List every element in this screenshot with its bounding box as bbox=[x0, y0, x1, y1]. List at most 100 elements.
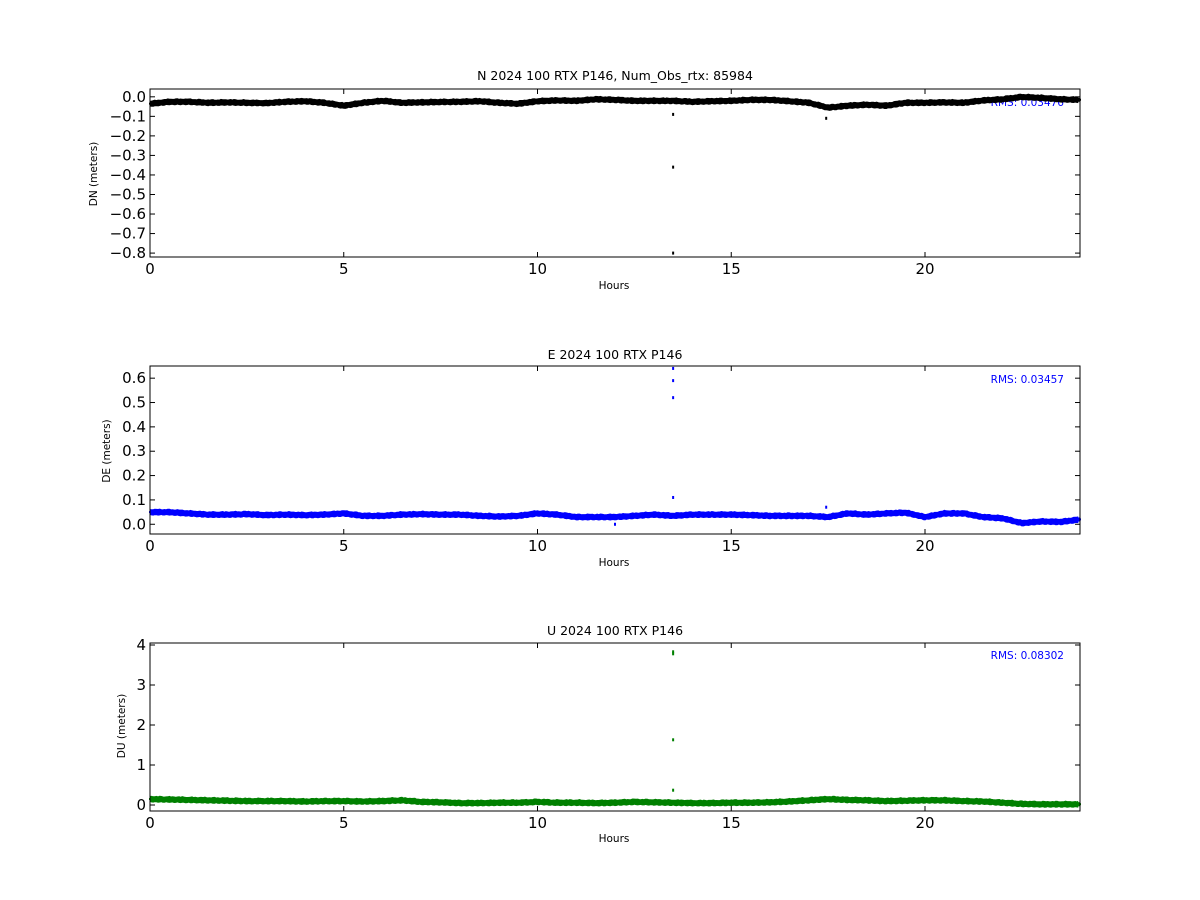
north-data-point bbox=[982, 99, 985, 102]
east-data-point bbox=[672, 514, 675, 517]
east-data-point bbox=[885, 512, 888, 515]
north-data-point bbox=[381, 99, 384, 102]
up-data-point bbox=[827, 798, 830, 800]
up-data-point bbox=[594, 802, 597, 804]
east-data-point bbox=[652, 513, 655, 516]
north-data-point bbox=[439, 100, 442, 103]
east-data-point bbox=[245, 513, 248, 516]
up-data-point bbox=[478, 802, 481, 804]
east-data-point bbox=[924, 515, 926, 518]
up-axes-frame bbox=[149, 642, 1081, 812]
north-data-point bbox=[691, 100, 694, 103]
east-outlier-point bbox=[672, 396, 675, 400]
up-rms-label: RMS: 0.08302 bbox=[991, 650, 1064, 662]
east-ytick-label: 0.6 bbox=[122, 369, 146, 387]
east-outlier-point bbox=[672, 495, 675, 499]
north-data-point bbox=[400, 101, 403, 104]
east-data-point bbox=[284, 513, 287, 516]
east-series-lower-trace bbox=[149, 512, 1079, 527]
north-outlier-point bbox=[672, 112, 675, 116]
east-data-point bbox=[478, 514, 481, 517]
east-data-point bbox=[381, 514, 384, 517]
east-xtick-label: 0 bbox=[145, 537, 155, 555]
east-data-point bbox=[187, 512, 190, 515]
north-data-point bbox=[1020, 95, 1023, 98]
north-data-point bbox=[536, 100, 539, 103]
east-data-point bbox=[575, 515, 578, 518]
up-data-point bbox=[575, 801, 578, 804]
up-data-point bbox=[362, 800, 365, 803]
up-xtick-label: 10 bbox=[528, 814, 547, 832]
north-data-point bbox=[769, 98, 771, 101]
up-outlier-point bbox=[672, 652, 675, 656]
up-ytick-label: 3 bbox=[136, 676, 146, 694]
north-data-point bbox=[865, 103, 868, 106]
north-data-point bbox=[575, 99, 578, 102]
up-ytick-label: 1 bbox=[136, 756, 146, 774]
east-plot-area: 0 5 10 15 20 0.0 0.1 0.2 0.3 0.4 0.5 0.6 bbox=[122, 365, 1081, 555]
east-xtick-label: 5 bbox=[339, 537, 349, 555]
east-ytick-label: 0.1 bbox=[122, 491, 146, 509]
north-outlier-point bbox=[825, 116, 828, 120]
north-data-point bbox=[304, 100, 306, 103]
east-ytick-label: 0.5 bbox=[122, 394, 146, 412]
north-data-point bbox=[924, 101, 926, 104]
north-ytick-label: −0.6 bbox=[110, 205, 146, 223]
up-data-point bbox=[865, 799, 868, 802]
east-data-point bbox=[420, 513, 423, 516]
north-ytick-label: −0.8 bbox=[110, 244, 146, 262]
east-ytick-label: 0.3 bbox=[122, 442, 146, 460]
east-outlier-point bbox=[825, 505, 828, 509]
up-panel: U 2024 100 RTX P146 Hours DU (meters) RM… bbox=[116, 623, 1081, 845]
up-data-point bbox=[168, 798, 171, 801]
up-data-point bbox=[265, 800, 268, 802]
north-data-point bbox=[788, 100, 791, 103]
east-data-point bbox=[614, 515, 616, 518]
north-ytick-label: −0.3 bbox=[110, 146, 146, 164]
east-data-point bbox=[749, 514, 752, 517]
east-data-point bbox=[555, 513, 558, 516]
north-xlabel: Hours bbox=[599, 280, 630, 292]
east-ytick-label: 0.2 bbox=[122, 467, 146, 485]
north-ylabel: DN (meters) bbox=[88, 142, 100, 207]
up-data-point bbox=[459, 802, 461, 804]
east-data-point bbox=[1059, 520, 1062, 523]
north-data-point bbox=[245, 101, 248, 104]
east-data-point bbox=[865, 513, 868, 516]
north-panel: N 2024 100 RTX P146, Num_Obs_rtx: 85984 … bbox=[88, 68, 1081, 292]
north-data-point bbox=[555, 99, 558, 102]
north-data-point bbox=[478, 100, 481, 103]
north-data-point bbox=[187, 100, 190, 103]
east-outlier-point bbox=[672, 379, 675, 383]
up-data-point bbox=[962, 800, 965, 802]
north-xtick-label: 15 bbox=[722, 260, 741, 278]
north-data-point bbox=[672, 99, 675, 102]
up-data-point bbox=[420, 800, 423, 803]
north-data-point bbox=[1040, 96, 1043, 99]
up-outlier-point bbox=[672, 650, 675, 654]
up-title: U 2024 100 RTX P146 bbox=[547, 623, 683, 638]
up-data-point bbox=[904, 799, 907, 802]
north-data-point bbox=[904, 101, 907, 104]
up-data-point bbox=[323, 800, 326, 802]
north-data-point bbox=[633, 99, 636, 102]
north-outlier-point bbox=[672, 165, 675, 169]
north-data-point bbox=[749, 98, 752, 101]
north-data-point bbox=[846, 104, 849, 107]
up-xtick-label: 20 bbox=[915, 814, 934, 832]
north-ytick-label: 0.0 bbox=[122, 88, 146, 106]
east-data-point bbox=[536, 512, 539, 515]
north-data-point bbox=[614, 98, 616, 101]
east-data-point bbox=[710, 513, 713, 516]
east-data-point bbox=[265, 514, 268, 517]
east-outlier-point bbox=[672, 366, 675, 370]
east-data-point bbox=[846, 512, 849, 515]
north-data-point bbox=[962, 101, 965, 104]
east-data-point bbox=[304, 514, 306, 517]
up-data-point bbox=[555, 801, 558, 804]
up-ytick-label: 4 bbox=[136, 636, 146, 654]
east-data-point bbox=[943, 512, 946, 515]
east-data-point bbox=[439, 513, 442, 516]
east-xtick-label: 20 bbox=[915, 537, 934, 555]
